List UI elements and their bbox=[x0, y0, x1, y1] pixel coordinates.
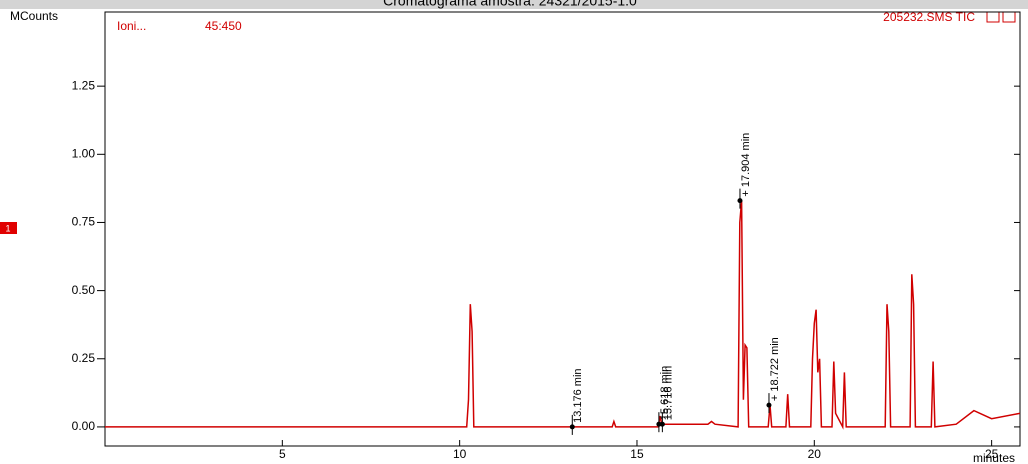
x-axis-label: minutes bbox=[973, 451, 1015, 464]
peak-label: 15.716 min bbox=[662, 366, 674, 420]
peak-point bbox=[766, 402, 772, 408]
y-axis-label: MCounts bbox=[10, 9, 58, 23]
peak-label: + 18.722 min bbox=[769, 337, 781, 401]
y-tick-label: 0.25 bbox=[72, 351, 96, 365]
y-tick-label: 1.00 bbox=[72, 146, 96, 160]
ion-label: Ioni... bbox=[117, 19, 146, 33]
peak-label: 15.618 min bbox=[659, 366, 671, 420]
title-bar bbox=[0, 0, 1028, 9]
trace-label: 205232.SMS TIC bbox=[883, 10, 975, 24]
y-tick-label: 0.75 bbox=[72, 215, 96, 229]
window-icon[interactable] bbox=[986, 11, 1000, 23]
ion-range: 45:450 bbox=[205, 19, 242, 33]
y-tick-label: 1.25 bbox=[72, 78, 96, 92]
x-tick-label: 5 bbox=[279, 447, 286, 461]
x-tick-label: 10 bbox=[453, 447, 467, 461]
y-tick-label: 0.00 bbox=[72, 419, 96, 433]
peak-point bbox=[659, 421, 665, 427]
y-tick-label: 0.50 bbox=[72, 283, 96, 297]
plot-frame bbox=[104, 11, 1021, 447]
peak-point bbox=[656, 421, 662, 427]
chart-title: Cromatograma amostra: 24321/2015-1.0 bbox=[383, 0, 637, 9]
x-tick-label: 25 bbox=[985, 447, 999, 461]
x-tick-label: 15 bbox=[630, 447, 644, 461]
marker-label: 1 bbox=[5, 223, 10, 233]
marker-box bbox=[0, 222, 17, 234]
peak-point bbox=[737, 198, 743, 204]
peak-label: + 17.904 min bbox=[740, 133, 752, 197]
x-tick-label: 20 bbox=[808, 447, 822, 461]
peak-label: 13.176 min bbox=[572, 368, 584, 422]
chromatogram-line bbox=[105, 200, 1021, 430]
close-icon[interactable] bbox=[1002, 11, 1016, 23]
peak-point bbox=[569, 424, 575, 430]
